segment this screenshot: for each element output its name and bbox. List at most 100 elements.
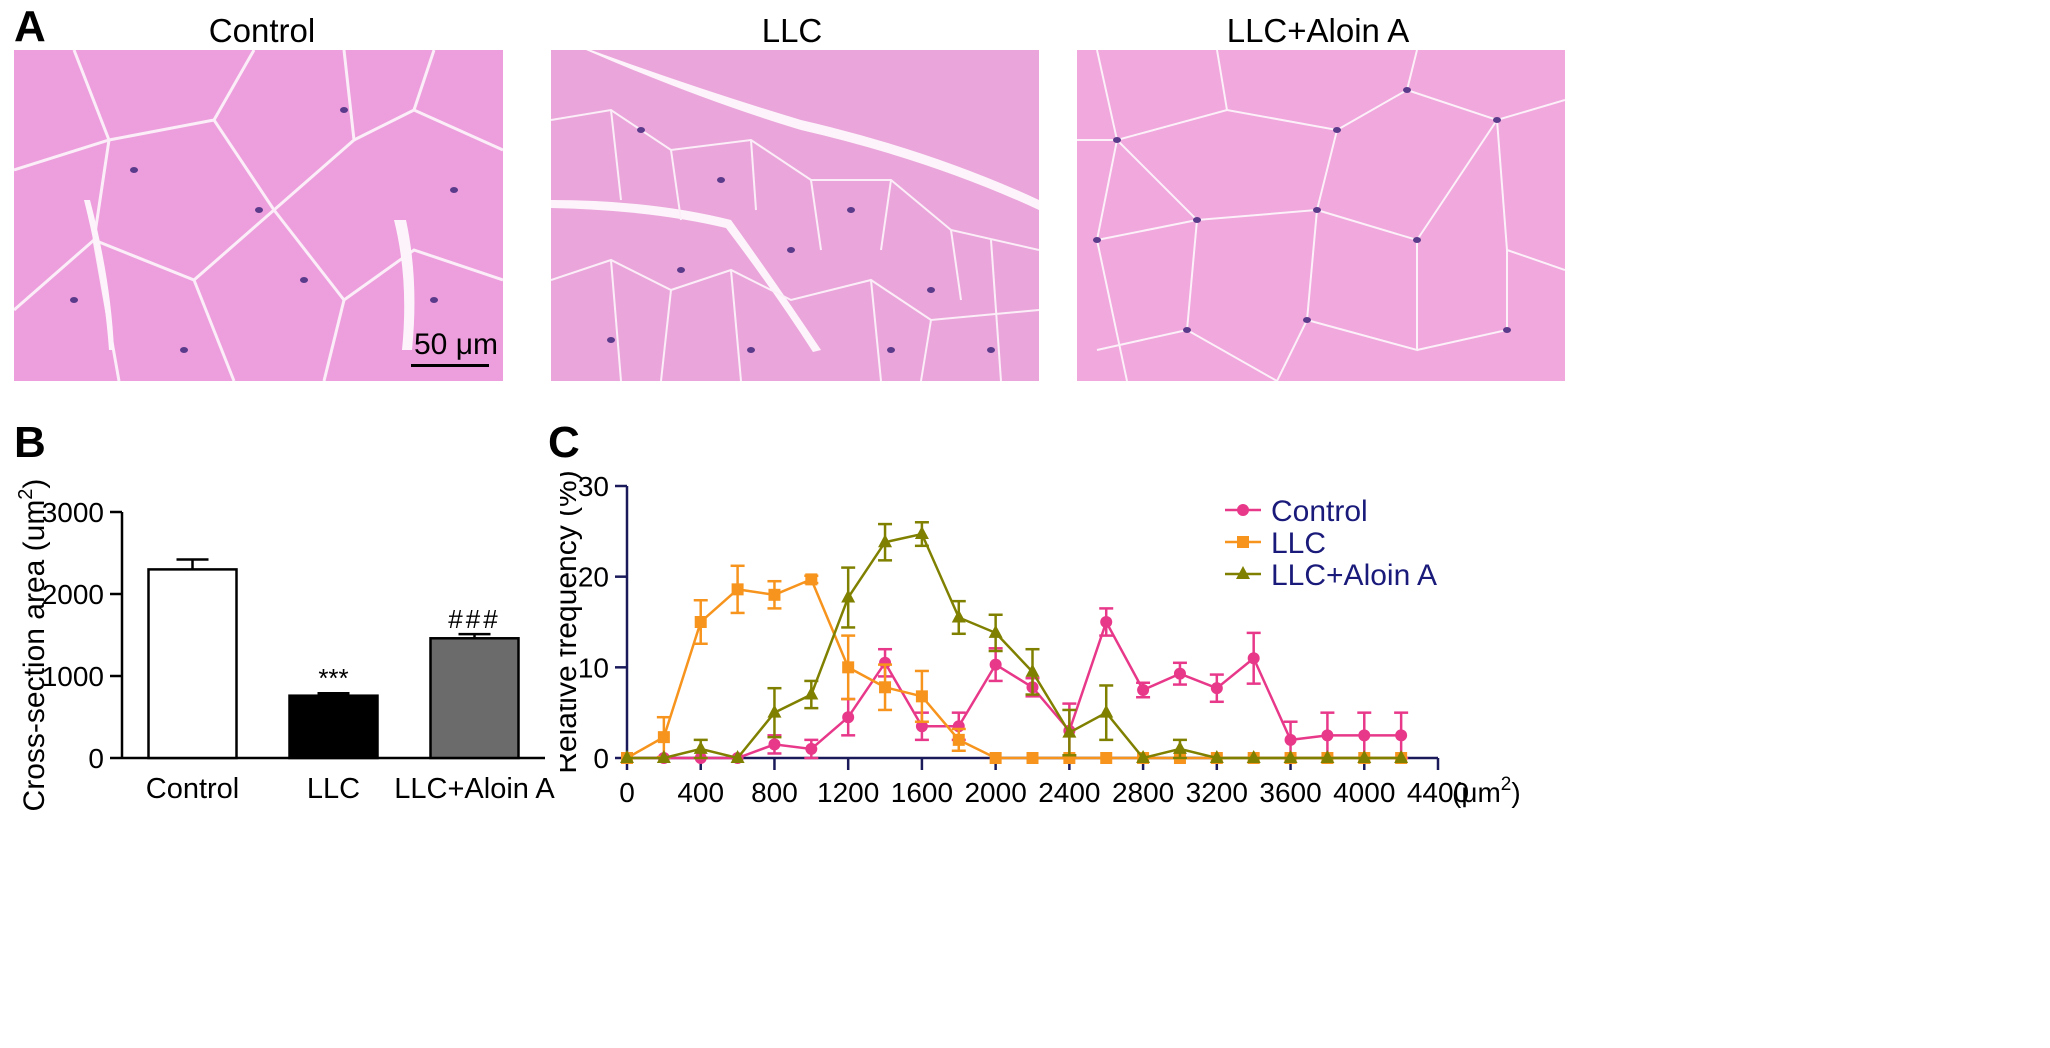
- series-line: [626, 577, 1402, 760]
- data-point: [693, 740, 708, 754]
- x-tick-label: 3200: [1186, 777, 1248, 808]
- data-point: [804, 686, 819, 700]
- panel-label-a: A: [14, 2, 46, 51]
- data-point: [879, 681, 892, 694]
- data-point: [1321, 729, 1334, 742]
- x-tick-label: 4400: [1407, 777, 1469, 808]
- data-point: [1320, 750, 1335, 763]
- data-point: [988, 624, 1003, 638]
- data-point: [1100, 616, 1113, 628]
- x-tick-label: 2000: [964, 777, 1026, 808]
- data-point: [1025, 663, 1040, 677]
- micrograph-control: [14, 50, 503, 381]
- bar: [429, 637, 520, 760]
- series-circle: [621, 607, 1409, 764]
- x-tick-label: 2400: [1038, 777, 1100, 808]
- series-line: [627, 532, 1402, 760]
- data-point: [1247, 652, 1260, 665]
- data-point: [768, 738, 781, 751]
- x-tick-label: LLC+Aloin A: [394, 773, 555, 805]
- data-point: [842, 711, 855, 724]
- x-tick-label: 4000: [1333, 777, 1395, 808]
- bar: [147, 568, 238, 760]
- bar-chart: 0 1000 2000 3000 Control LLC *** LLC+Aloin A ###…: [15, 479, 555, 812]
- series-triangle: [620, 521, 1409, 763]
- data-point: [1099, 704, 1114, 718]
- data-point: [842, 661, 855, 674]
- y-tick-label: 0: [593, 743, 609, 774]
- x-tick-label: 1200: [817, 777, 879, 808]
- scale-bar-label: 50 μm: [414, 328, 498, 361]
- x-tick-label: 400: [677, 777, 724, 808]
- micrograph-title-control: Control: [208, 12, 316, 49]
- y-tick-label: 1000: [42, 661, 104, 692]
- legend-label: LLC+Aloin A: [1271, 559, 1437, 592]
- x-tick-label: 1600: [891, 777, 953, 808]
- data-point: [914, 526, 929, 540]
- scale-bar: [411, 364, 489, 367]
- y-tick-label: 3000: [42, 497, 104, 528]
- data-point: [1283, 750, 1298, 763]
- data-point: [1395, 729, 1408, 742]
- y-tick-label: 0: [88, 743, 104, 774]
- legend-marker: [1236, 566, 1250, 579]
- legend-marker: [1237, 536, 1249, 548]
- x-axis-unit-label: (μm2): [1452, 774, 1521, 808]
- x-tick-label: 800: [751, 777, 798, 808]
- significance-label: ***: [318, 663, 348, 693]
- data-point: [767, 704, 782, 718]
- data-point: [841, 589, 856, 603]
- significance-label: ###: [448, 604, 500, 634]
- data-point: [656, 750, 671, 763]
- data-point: [657, 731, 670, 744]
- micrograph-llc-aloin: [1077, 50, 1565, 381]
- data-point: [989, 658, 1002, 671]
- data-point: [1284, 733, 1297, 746]
- micrograph-title-llc-aloin: LLC+Aloin A: [1226, 12, 1410, 49]
- data-point: [1172, 740, 1187, 754]
- y-tick-label: 20: [578, 562, 609, 593]
- data-point: [952, 733, 965, 746]
- data-point: [951, 609, 966, 623]
- data-point: [1062, 724, 1077, 738]
- data-point: [915, 720, 928, 733]
- data-point: [694, 616, 707, 628]
- x-tick-label: Control: [146, 773, 240, 805]
- x-tick-label: 3600: [1259, 777, 1321, 808]
- data-point: [1358, 729, 1371, 742]
- y-axis-label: Cross-section area (um2): [15, 479, 51, 812]
- panel-label-c: C: [548, 418, 580, 467]
- data-point: [1173, 667, 1186, 680]
- legend-label: LLC: [1271, 527, 1326, 560]
- data-point: [730, 750, 745, 763]
- y-tick-label: 30: [578, 471, 609, 502]
- data-point: [1246, 750, 1261, 763]
- line-chart: 0 10 20 30 0 400 800 1200 1600 2000 2400 2800 3200 36…: [560, 470, 1521, 808]
- bar: [288, 694, 379, 760]
- data-point: [731, 583, 744, 596]
- data-point: [1209, 750, 1224, 763]
- data-point: [768, 588, 781, 601]
- data-point: [1136, 750, 1151, 763]
- data-point: [878, 534, 893, 548]
- y-axis-label: Relative frequency (%): [560, 470, 583, 773]
- data-point: [1026, 752, 1039, 764]
- x-tick-label: 0: [619, 777, 635, 808]
- micrograph-llc: [551, 50, 1039, 381]
- data-point: [1137, 684, 1150, 696]
- y-tick-label: 2000: [42, 579, 104, 610]
- data-point: [805, 742, 818, 755]
- legend-label: Control: [1271, 495, 1368, 528]
- data-point: [989, 752, 1002, 764]
- data-point: [1357, 750, 1372, 763]
- legend-marker: [1237, 504, 1249, 516]
- data-point: [915, 690, 928, 703]
- data-point: [805, 573, 818, 586]
- micrograph-title-llc: LLC: [761, 12, 823, 49]
- x-tick-label: LLC: [307, 773, 360, 805]
- y-tick-label: 10: [578, 652, 609, 683]
- data-point: [1394, 750, 1409, 763]
- data-point: [620, 750, 634, 763]
- data-point: [1100, 752, 1113, 764]
- x-tick-label: 2800: [1112, 777, 1174, 808]
